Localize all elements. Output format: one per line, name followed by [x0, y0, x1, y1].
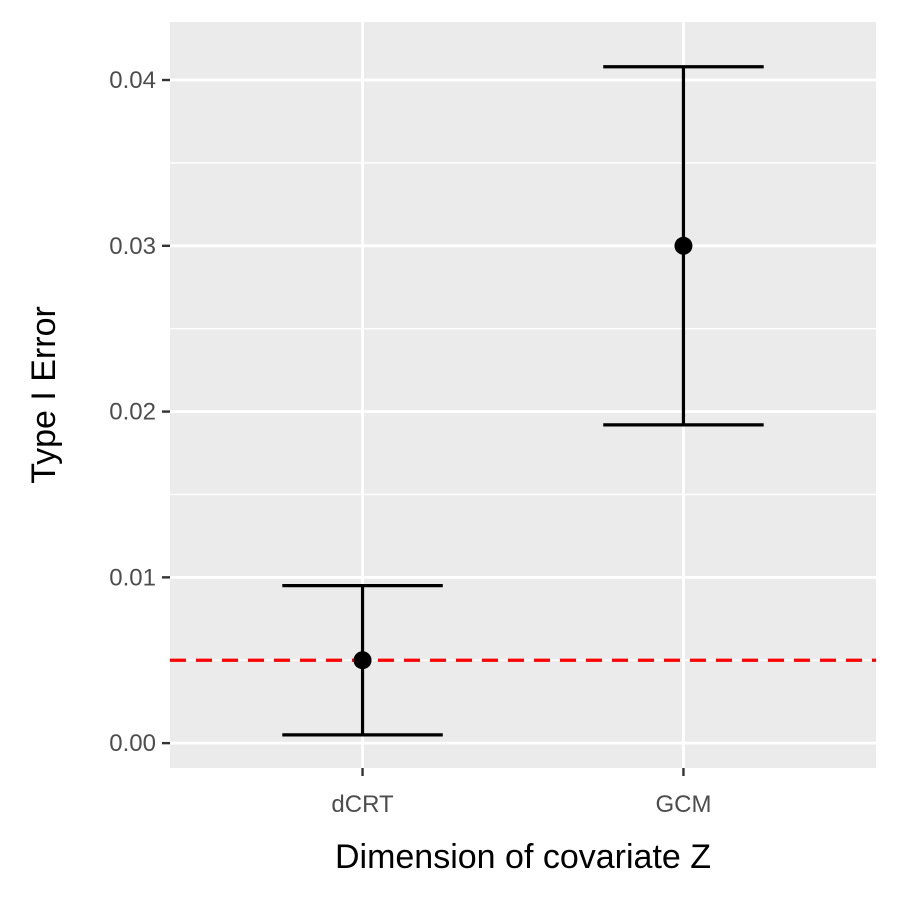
y-tick-label: 0.00 [109, 730, 156, 757]
y-tick-labels: 0.00 0.01 0.02 0.03 0.04 [109, 67, 156, 757]
plot-panel [170, 22, 876, 768]
series-layer [282, 65, 764, 737]
x-tick-labels: dCRT GCM [331, 791, 711, 818]
x-axis-title: Dimension of covariate Z [335, 838, 711, 876]
y-tick-label: 0.01 [109, 564, 156, 591]
data-point [353, 651, 372, 670]
data-point [674, 236, 693, 255]
axis-ticks [162, 78, 685, 776]
x-tick-label: dCRT [331, 791, 394, 818]
y-tick-label: 0.04 [109, 67, 156, 94]
y-tick-label: 0.03 [109, 233, 156, 260]
y-axis-title: Type I Error [25, 306, 63, 484]
x-tick-label: GCM [655, 791, 711, 818]
y-tick-label: 0.02 [109, 399, 156, 426]
